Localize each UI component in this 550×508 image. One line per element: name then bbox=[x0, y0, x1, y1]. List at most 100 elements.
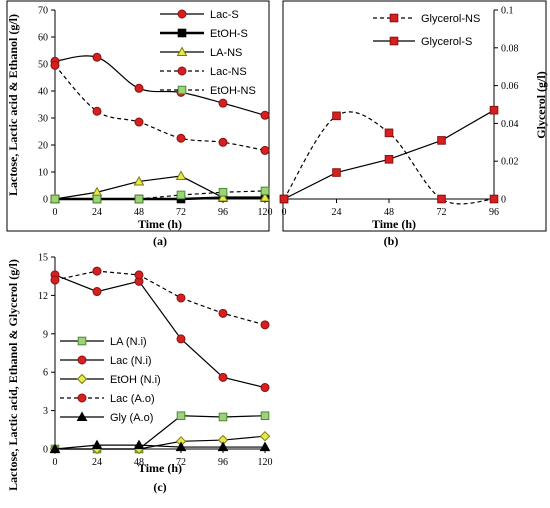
legend: LA (N.i) Lac (N.i) EtOH (N.i) Lac (A.o) Gly … bbox=[60, 336, 161, 424]
y-tick-label: 0 bbox=[43, 195, 48, 206]
series-line bbox=[54, 175, 265, 200]
data-point bbox=[260, 186, 270, 196]
legend-label: LA-NS bbox=[210, 47, 242, 59]
data-point bbox=[259, 441, 271, 452]
data-point bbox=[218, 372, 228, 382]
panel-frame bbox=[282, 0, 547, 232]
x-axis-title: Time (h) bbox=[372, 217, 416, 231]
series-etoh-ns bbox=[50, 186, 270, 204]
legend-marker bbox=[177, 66, 187, 76]
legend-marker bbox=[177, 28, 187, 38]
y-axis-title: Lactose, Lactic acid & Ethanol (g/l) bbox=[6, 14, 20, 196]
data-point bbox=[260, 411, 270, 421]
x-tick-label: 96 bbox=[218, 207, 228, 218]
y-tick-label: 30 bbox=[38, 114, 48, 125]
data-point bbox=[218, 98, 228, 108]
legend-label: Gly (A.o) bbox=[110, 412, 153, 424]
series-lac-ns bbox=[50, 60, 270, 155]
panel-label: (c) bbox=[153, 480, 166, 494]
data-point bbox=[489, 194, 499, 204]
data-point bbox=[384, 155, 394, 164]
legend-label: Lac (N.i) bbox=[110, 355, 152, 367]
y-tick-label: 12 bbox=[38, 291, 48, 302]
data-point bbox=[91, 439, 103, 450]
legend-marker bbox=[76, 411, 88, 421]
x-tick-label: 0 bbox=[53, 457, 58, 468]
y-tick-label: 0.04 bbox=[501, 119, 519, 130]
legend-label: EtOH-S bbox=[210, 28, 248, 40]
data-point bbox=[50, 275, 60, 285]
legend-label: EtOH (N.i) bbox=[110, 374, 161, 386]
data-point bbox=[260, 320, 270, 330]
legend-marker bbox=[76, 373, 88, 385]
y-tick-label: 0.08 bbox=[501, 43, 519, 54]
series-etoh-n-i- bbox=[49, 430, 271, 455]
data-point bbox=[279, 194, 289, 204]
data-point bbox=[92, 106, 102, 116]
legend-marker bbox=[177, 85, 187, 95]
data-point bbox=[92, 287, 102, 297]
chart-panel-2: 0 0.02 0.04 0.06 0.08 0.1 0 24 48 72 96 Time (h) Gly… bbox=[279, 0, 548, 248]
series-lac-n-i- bbox=[50, 270, 270, 393]
y-tick-label: 0.02 bbox=[501, 157, 519, 168]
data-point bbox=[176, 190, 186, 200]
x-tick-label: 72 bbox=[437, 207, 447, 218]
data-point bbox=[134, 194, 144, 204]
y-tick-label: 0 bbox=[501, 195, 506, 206]
chart-panel-3: 0 3 6 9 12 15 0 24 48 72 96 120 Time (h) Lactose, Lac… bbox=[6, 253, 273, 495]
series-line bbox=[54, 444, 265, 450]
legend-label: Lac-NS bbox=[210, 66, 247, 78]
x-tick-label: 48 bbox=[384, 207, 394, 218]
legend-marker bbox=[177, 9, 187, 19]
data-point bbox=[176, 293, 186, 303]
legend-label: EtOH-NS bbox=[210, 85, 256, 97]
legend: Glycerol-NS Glycerol-S bbox=[373, 13, 480, 48]
x-tick-label: 0 bbox=[53, 207, 58, 218]
data-point bbox=[260, 145, 270, 155]
legend-label: Glycerol-S bbox=[421, 36, 472, 48]
legend-marker bbox=[77, 336, 87, 346]
legend: Lac-S EtOH-S LA-NS Lac-NS EtOH-NS bbox=[160, 9, 256, 97]
chart-panel-1: 0 10 20 30 40 50 60 70 0 24 48 72 96 120 Time (h) Lacto… bbox=[6, 0, 273, 248]
y-tick-label: 3 bbox=[43, 406, 48, 417]
x-tick-label: 72 bbox=[176, 207, 186, 218]
data-point bbox=[92, 52, 102, 62]
data-point bbox=[175, 441, 187, 452]
data-point bbox=[176, 334, 186, 344]
y-tick-label: 70 bbox=[38, 6, 48, 17]
legend-label: Glycerol-NS bbox=[421, 13, 480, 25]
series-lac-a-o- bbox=[50, 266, 270, 330]
x-tick-label: 24 bbox=[332, 207, 342, 218]
legend-marker bbox=[389, 36, 399, 46]
legend-label: Lac-S bbox=[210, 9, 239, 21]
data-point bbox=[259, 430, 271, 442]
y-tick-label: 0.1 bbox=[501, 6, 514, 17]
data-point bbox=[437, 194, 446, 204]
y-axis-title: Glycerol (g/l) bbox=[534, 71, 548, 138]
x-tick-label: 24 bbox=[92, 457, 102, 468]
data-point bbox=[50, 194, 60, 204]
series-etoh-s bbox=[50, 193, 270, 204]
legend-marker bbox=[77, 355, 87, 365]
x-tick-label: 96 bbox=[218, 457, 228, 468]
x-tick-label: 24 bbox=[92, 207, 102, 218]
y-tick-label: 6 bbox=[43, 368, 48, 379]
data-point bbox=[260, 110, 270, 120]
y-tick-label: 40 bbox=[38, 87, 48, 98]
y-tick-label: 10 bbox=[38, 168, 48, 179]
data-point bbox=[92, 266, 102, 276]
data-point bbox=[260, 383, 270, 393]
data-point bbox=[175, 170, 187, 181]
x-tick-label: 96 bbox=[489, 207, 499, 218]
series-line bbox=[54, 270, 266, 326]
data-point bbox=[217, 192, 229, 202]
data-point bbox=[332, 168, 341, 177]
y-tick-label: 50 bbox=[38, 60, 48, 71]
data-point bbox=[384, 128, 394, 138]
series-glycerol-s bbox=[279, 105, 499, 204]
data-point bbox=[259, 192, 271, 202]
series-gly-a-o- bbox=[49, 439, 271, 453]
y-tick-label: 15 bbox=[38, 253, 48, 264]
series-line bbox=[55, 190, 266, 200]
series-line bbox=[283, 109, 495, 200]
